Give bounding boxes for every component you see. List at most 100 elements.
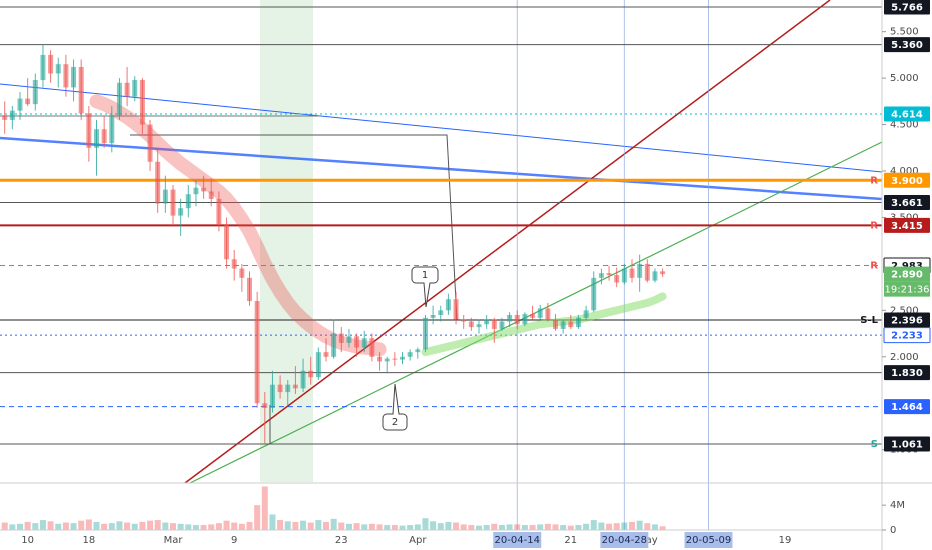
volume-bar — [101, 523, 108, 530]
y-tick-label: 2.000 — [890, 352, 919, 363]
candle-body — [292, 384, 298, 389]
candle-body — [606, 273, 612, 276]
level-label: 3.415 — [891, 221, 923, 232]
date-badge — [684, 532, 733, 548]
x-tick-label: 9 — [231, 535, 237, 546]
candle-body — [178, 208, 184, 216]
volume-bar — [498, 525, 505, 530]
volume-bar — [1, 522, 8, 530]
volume-bar — [131, 523, 138, 530]
candle-body — [155, 161, 161, 204]
candle-body — [132, 79, 138, 97]
candle-body — [621, 268, 627, 283]
candle-body — [40, 54, 46, 80]
level-label: 5.360 — [891, 40, 923, 51]
candle-body — [239, 268, 245, 278]
y-tick-label: 4.500 — [890, 120, 919, 131]
volume-bar — [476, 525, 482, 530]
volume-bar — [154, 520, 161, 530]
candle-body — [346, 336, 352, 343]
candle-body — [377, 356, 383, 362]
level-label: 2.983 — [891, 261, 923, 272]
volume-tick-label: 0 — [890, 525, 896, 536]
candle-body — [575, 317, 581, 328]
candle-body — [514, 314, 520, 325]
volume-bar — [62, 522, 69, 530]
level-tag: R — [870, 220, 878, 231]
candle-body — [507, 314, 513, 322]
level-badge — [884, 106, 930, 122]
volume-bar — [39, 520, 46, 530]
level-label: 1.061 — [891, 440, 923, 451]
candle-body — [445, 299, 451, 311]
callout-label: 2 — [392, 417, 398, 428]
volume-bar — [223, 520, 230, 530]
level-label: 3.900 — [891, 176, 923, 187]
candle-body — [660, 271, 666, 275]
moving-average — [421, 292, 667, 357]
volume-bar — [483, 525, 490, 530]
x-tick-label: 20-04-28 — [602, 535, 647, 546]
candle-body — [484, 319, 490, 325]
level-label: 1.464 — [891, 402, 923, 413]
candle-body — [300, 370, 306, 389]
volume-bar — [659, 526, 666, 530]
plot-area: R R R S-L S — [0, 0, 882, 530]
volume-bar — [399, 525, 406, 530]
volume-bar — [307, 522, 314, 530]
x-tick-label: 23 — [335, 535, 348, 546]
volume-bar — [177, 523, 184, 530]
volume-bar — [70, 523, 77, 530]
candle-body — [652, 271, 658, 281]
candle-body — [430, 314, 436, 318]
volume-bar — [9, 524, 16, 530]
candle-body — [254, 301, 260, 404]
candle-body — [101, 129, 107, 144]
volume-bar — [606, 523, 613, 530]
candle-body — [269, 384, 275, 408]
volume-bar — [567, 525, 574, 530]
candle-body — [453, 299, 459, 320]
candle-body — [224, 224, 230, 260]
candle-body — [193, 187, 199, 195]
candle-body — [78, 66, 84, 114]
candle-body — [338, 333, 344, 343]
volume-bar — [575, 525, 582, 530]
candle-body — [231, 259, 237, 269]
volume-bar — [583, 523, 590, 530]
trend-line — [0, 83, 883, 173]
volume-bar — [108, 523, 115, 530]
candle-body — [476, 324, 482, 328]
volume-bar — [300, 520, 307, 530]
trend-line — [184, 0, 831, 484]
candle-body — [468, 321, 474, 328]
level-badge — [884, 194, 930, 210]
volume-bar — [598, 522, 605, 530]
candle-body — [86, 113, 92, 148]
candle-body — [285, 384, 291, 393]
trend-line — [189, 141, 883, 484]
volume-bar — [544, 523, 551, 530]
date-badge — [600, 532, 649, 548]
candle-body — [591, 277, 597, 311]
level-tag: S — [871, 439, 878, 450]
candle-body — [147, 124, 153, 162]
x-tick-label: 20-04-14 — [495, 535, 540, 546]
x-tick-label: Mar — [164, 535, 184, 546]
candle-body — [277, 384, 283, 393]
candle-body — [369, 338, 375, 357]
candle-body — [354, 336, 360, 348]
level-badge — [884, 0, 930, 15]
candle-body — [208, 191, 214, 199]
candle-body — [629, 268, 635, 278]
volume-bar — [185, 524, 192, 530]
volume-bar — [55, 523, 62, 530]
volume-bar — [651, 524, 658, 530]
volume-bar — [636, 520, 643, 530]
volume-bar — [537, 524, 544, 530]
level-badge — [884, 217, 930, 233]
volume-bar — [330, 518, 337, 530]
volume-bar — [292, 521, 299, 530]
x-tick-label: 18 — [82, 535, 95, 546]
